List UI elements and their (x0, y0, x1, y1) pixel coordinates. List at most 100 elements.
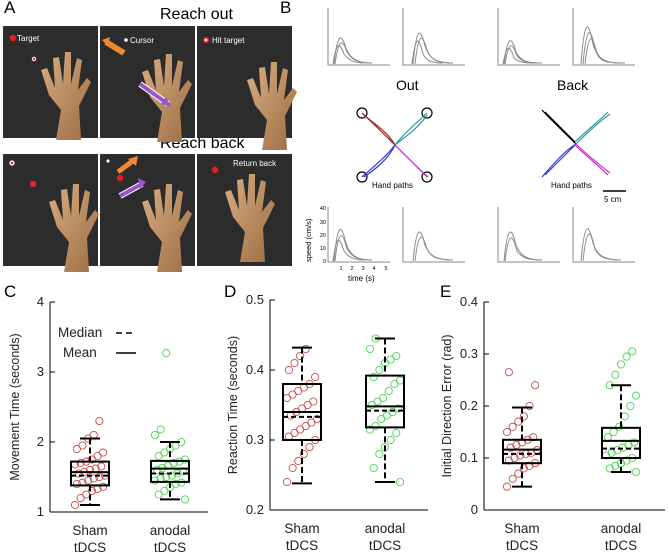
data-point (84, 476, 93, 485)
box-charts: 1 2 3 4 Movement Time (seconds) Sham tDCS anoda… (8, 292, 665, 554)
svg-text:5: 5 (384, 266, 387, 272)
image-reach-back-start (3, 154, 99, 272)
data-point (504, 456, 513, 465)
data-point (369, 463, 378, 473)
svg-text:30: 30 (320, 220, 326, 226)
y-tick-label: 1 (37, 504, 44, 519)
data-point (525, 401, 534, 411)
data-point (379, 393, 388, 403)
data-point (284, 365, 293, 375)
y-tick-label: 0.5 (246, 292, 264, 307)
svg-text:1: 1 (339, 266, 342, 272)
chart-C: 1 2 3 4 Movement Time (seconds) Sham tDCS anoda… (8, 294, 208, 554)
back-label: Back (557, 77, 589, 93)
data-point (371, 421, 380, 431)
data-point (99, 448, 108, 457)
data-point (618, 443, 627, 452)
data-point (87, 486, 96, 496)
chart-D: 0.2 0.3 0.4 0.5 Reaction Time (seconds) Sham t… (226, 292, 428, 553)
data-point (508, 422, 517, 431)
data-point (171, 479, 180, 489)
data-point (89, 474, 98, 483)
legend-median-label: Median (58, 325, 102, 340)
panel-b: Out Back Hand paths Hand paths 5 cm 40 3… (304, 8, 635, 283)
reach-out-title: Reach out (160, 6, 233, 23)
legend-mean-label: Mean (63, 345, 97, 360)
y-tick-label: 0.4 (460, 294, 478, 309)
hand-paths-label-back: Hand paths (551, 181, 592, 190)
data-point (74, 469, 83, 478)
panel-a-images: Target Cursor Hit target (3, 26, 297, 272)
y-axis-label: Reaction Time (seconds) (226, 336, 240, 474)
data-point (305, 442, 314, 452)
data-point (516, 451, 525, 460)
data-point (311, 372, 320, 382)
y-tick-label: 0.4 (246, 362, 264, 377)
data-point (365, 344, 375, 354)
image-hit-target: Hit target (197, 26, 297, 150)
data-point (531, 381, 540, 390)
cursor-label: Cursor (130, 36, 154, 45)
data-point (152, 465, 161, 475)
data-point (384, 386, 393, 396)
box (601, 426, 641, 459)
data-point (392, 351, 401, 361)
data-point (150, 430, 160, 440)
hand-paths-out (356, 107, 433, 183)
data-point (375, 365, 384, 375)
panel-a-label: A (4, 0, 16, 17)
data-point (299, 449, 308, 459)
data-point (512, 440, 521, 450)
data-point (628, 347, 637, 356)
svg-text:20: 20 (320, 233, 326, 239)
data-point (394, 404, 403, 413)
data-point (369, 372, 378, 382)
data-point (626, 401, 635, 411)
data-point (502, 482, 512, 491)
hit-target-label: Hit target (212, 36, 245, 45)
data-point (169, 458, 178, 468)
data-point (392, 428, 401, 438)
speed-profiles-bottom (327, 207, 635, 263)
data-point (180, 455, 190, 464)
data-point (167, 471, 176, 480)
data-point (605, 464, 614, 473)
data-point (282, 477, 292, 487)
data-point (99, 482, 108, 491)
chart-E: 0 0.1 0.2 0.3 0.4 Initial Direction Error (ra… (440, 294, 665, 553)
group-label: Sham (504, 521, 539, 536)
target-label: Target (17, 34, 40, 43)
data-point (603, 433, 612, 442)
legend: Median Mean (58, 325, 136, 360)
time-axis-ticks: 1 2 3 4 5 (339, 266, 387, 272)
data-point (294, 456, 303, 466)
data-point (97, 462, 106, 471)
image-return-back: Return back (197, 154, 292, 266)
data-point (375, 449, 384, 459)
panel-c-label: C (4, 282, 17, 301)
svg-text:0: 0 (323, 259, 326, 265)
group-label: tDCS (74, 540, 106, 554)
image-target: Target (3, 26, 98, 140)
data-point (609, 427, 618, 437)
data-point (309, 397, 318, 406)
speed-profiles-top (327, 8, 635, 66)
box (70, 460, 110, 487)
data-point (514, 469, 523, 478)
data-point (630, 438, 639, 447)
group-label: anodal (150, 523, 191, 538)
group-label: tDCS (154, 540, 186, 554)
data-point (506, 443, 515, 452)
box (365, 374, 405, 429)
y-axis-label: Initial Direction Error (rad) (440, 334, 454, 477)
data-point (519, 464, 528, 473)
out-label: Out (396, 77, 419, 93)
y-tick-label: 3 (37, 364, 44, 379)
data-point (613, 446, 622, 455)
data-point (519, 412, 528, 421)
data-point (70, 500, 80, 510)
target-dot (9, 34, 17, 42)
y-tick-label: 4 (37, 294, 44, 309)
scale-label: 5 cm (604, 195, 622, 204)
data-point (156, 425, 165, 434)
